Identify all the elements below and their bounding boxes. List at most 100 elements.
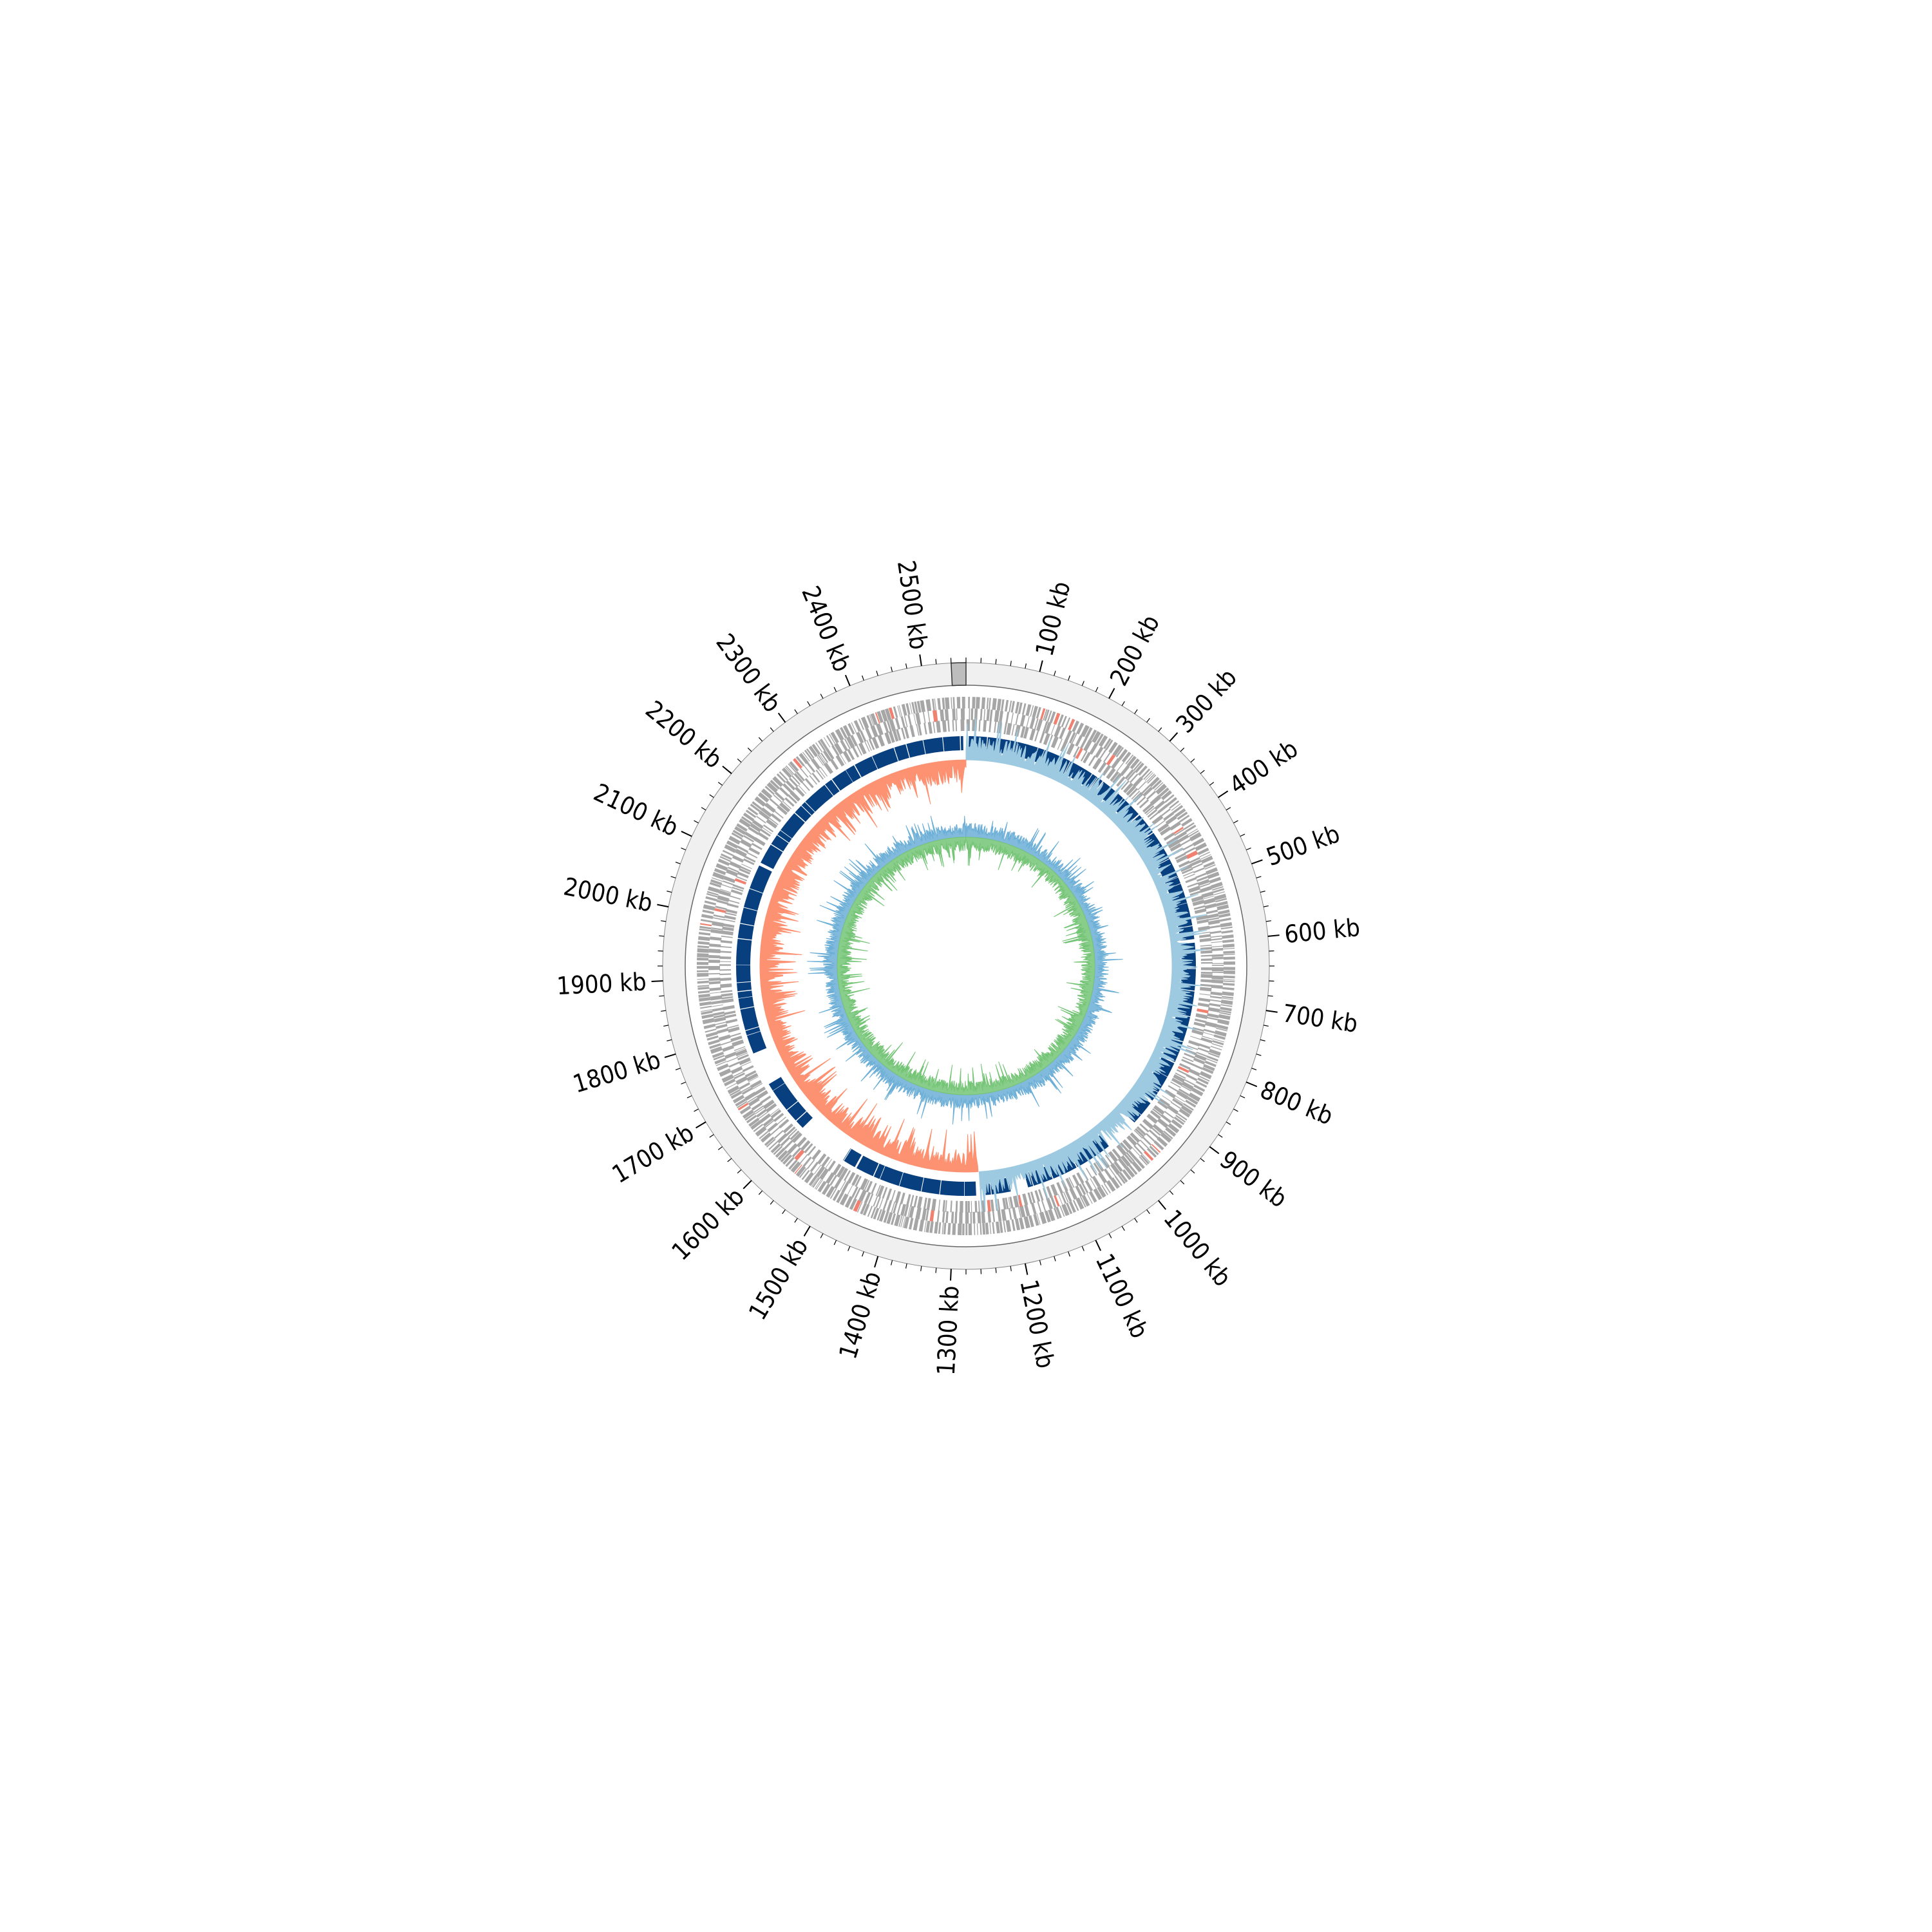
gene-feature — [974, 1223, 976, 1235]
gene-feature — [811, 1149, 822, 1160]
gene-feature — [1195, 1018, 1207, 1023]
gene-feature — [701, 1014, 714, 1019]
gene-feature — [870, 713, 878, 726]
gene-feature — [710, 992, 722, 994]
gene-feature — [782, 783, 793, 793]
gene-feature — [916, 724, 920, 736]
gene-feature — [764, 802, 776, 813]
gene-feature — [934, 698, 936, 710]
gene-feature — [737, 871, 749, 878]
gene-feature — [1059, 1206, 1065, 1217]
gene-feature — [1206, 867, 1218, 875]
gene-feature — [934, 1222, 939, 1234]
gene-feature — [927, 721, 933, 734]
gene-feature — [1151, 1127, 1161, 1136]
gene-feature — [1149, 777, 1160, 788]
gene-feature — [1146, 807, 1156, 816]
block-feature — [880, 1166, 904, 1186]
gene-feature — [1200, 974, 1213, 978]
gene-feature — [804, 750, 813, 761]
gene-feature — [1044, 1210, 1051, 1223]
gene-feature — [1124, 1153, 1133, 1164]
minor-tick — [701, 807, 706, 811]
gene-feature — [940, 709, 945, 721]
minor-tick — [1190, 758, 1195, 763]
gene-feature — [1011, 724, 1015, 736]
gene-feature — [983, 709, 986, 721]
block-feature — [737, 990, 753, 999]
gene-feature — [836, 1191, 844, 1204]
gene-feature — [1117, 1157, 1128, 1169]
gene-feature — [1164, 794, 1175, 803]
gene-feature — [1104, 1155, 1113, 1165]
gene-feature — [909, 703, 913, 714]
gene-feature — [773, 794, 783, 803]
gene-feature — [714, 867, 726, 875]
gene-feature — [1132, 1147, 1141, 1157]
gene-feature — [1200, 944, 1212, 947]
gene-feature — [1135, 1158, 1145, 1170]
minor-tick — [1233, 1108, 1238, 1112]
gene-feature — [1151, 779, 1162, 790]
gene-feature — [1181, 1081, 1194, 1090]
gene-feature — [1080, 1196, 1086, 1208]
gene-feature — [1177, 811, 1188, 820]
gene-feature — [844, 1196, 853, 1208]
gene-feature — [1187, 1045, 1198, 1050]
gene-feature — [855, 1175, 862, 1188]
gene-feature — [1039, 708, 1046, 720]
gene-feature — [804, 778, 814, 788]
gene-feature — [766, 819, 778, 829]
gene-feature — [898, 1215, 903, 1227]
minor-tick — [681, 1081, 687, 1084]
gene-feature — [994, 710, 999, 723]
gene-feature — [717, 1063, 729, 1072]
gene-feature — [1136, 1142, 1146, 1152]
gene-feature — [736, 823, 748, 832]
gene-feature — [947, 1223, 951, 1235]
gene-feature — [1222, 934, 1234, 939]
gene-feature — [1223, 947, 1235, 950]
gene-feature — [770, 1126, 781, 1135]
gene-feature — [842, 750, 851, 762]
gene-feature — [1054, 725, 1062, 738]
gene-feature — [873, 1195, 878, 1207]
tick-label: 1500 kb — [743, 1233, 813, 1325]
gene-feature — [976, 697, 980, 709]
gene-feature — [971, 708, 974, 721]
gene-feature — [942, 1211, 945, 1223]
gene-feature — [712, 921, 724, 927]
major-tick — [1209, 1146, 1220, 1155]
gene-feature — [795, 756, 805, 767]
gene-feature — [1155, 820, 1166, 828]
gene-feature — [1103, 752, 1111, 762]
gene-feature — [1090, 1165, 1097, 1176]
gene-feature — [1222, 996, 1234, 999]
tick-label: 1300 kb — [932, 1285, 965, 1376]
gene-feature — [1108, 741, 1118, 753]
gene-feature — [1204, 1060, 1217, 1068]
gene-feature — [739, 1105, 752, 1115]
gene-feature — [1214, 893, 1227, 901]
gene-feature — [929, 1221, 934, 1233]
minor-tick — [1068, 1251, 1070, 1257]
gene-feature — [1192, 1027, 1204, 1032]
gene-feature — [712, 1052, 724, 1059]
gene-feature — [708, 960, 721, 963]
gene-feature — [705, 1028, 717, 1033]
gene-feature — [835, 728, 844, 741]
gene-feature — [847, 1184, 853, 1195]
gene-feature — [853, 1200, 862, 1212]
gene-feature — [826, 735, 834, 746]
gene-feature — [744, 855, 756, 863]
block-feature — [736, 938, 752, 965]
gene-feature — [875, 1184, 881, 1197]
minor-tick — [1263, 1025, 1269, 1027]
gene-feature — [1098, 735, 1108, 747]
gene-feature — [1001, 699, 1005, 712]
gene-feature — [1223, 980, 1235, 983]
gene-feature — [909, 1195, 914, 1207]
gene-feature — [820, 766, 828, 777]
gene-feature — [1056, 1206, 1062, 1218]
gene-feature — [832, 1189, 840, 1201]
